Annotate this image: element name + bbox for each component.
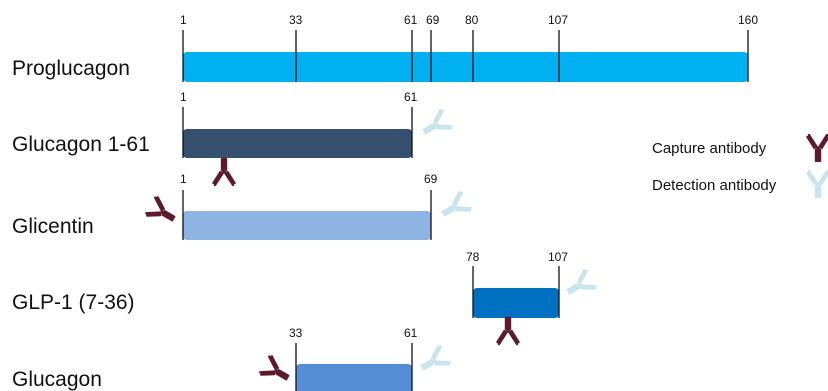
tick-label: 61 <box>404 90 418 104</box>
capture-antibody-icon <box>212 157 236 187</box>
tick-label: 1 <box>180 172 187 186</box>
tick-label: 1 <box>180 13 187 27</box>
tick-label: 33 <box>289 326 303 340</box>
row-label-glucagon: Glucagon <box>12 368 102 391</box>
tick-label: 61 <box>404 13 418 27</box>
tick-label: 61 <box>404 326 418 340</box>
tick-label: 69 <box>426 13 440 27</box>
tick-label: 78 <box>466 250 480 264</box>
detection-antibody-icon <box>437 190 473 224</box>
detection-antibody-icon <box>416 344 452 378</box>
detection-antibody-icon <box>562 268 598 302</box>
bar-glucagon-1-61 <box>183 129 412 158</box>
tick-label: 107 <box>548 13 568 27</box>
bar-proglucagon <box>183 52 748 82</box>
legend-capture-label: Capture antibody <box>652 140 767 157</box>
bar-glp1 <box>473 288 559 318</box>
tick-label: 1 <box>180 90 187 104</box>
row-label-glicentin: Glicentin <box>12 215 94 238</box>
tick-label: 107 <box>548 250 568 264</box>
row-label-glp1: GLP-1 (7-36) <box>12 291 135 314</box>
tick-label: 80 <box>465 13 479 27</box>
legend-capture-antibody-icon <box>806 133 828 163</box>
row-label-glucagon-1-61: Glucagon 1-61 <box>12 133 150 156</box>
bar-glicentin <box>183 211 431 240</box>
detection-antibody-icon <box>418 108 454 142</box>
capture-antibody-icon <box>496 316 520 346</box>
tick-label: 160 <box>738 13 758 27</box>
capture-antibody-icon <box>258 354 294 388</box>
tick-label: 69 <box>424 172 438 186</box>
tick-label: 33 <box>289 13 303 27</box>
capture-antibody-icon <box>144 195 180 229</box>
bar-glucagon <box>296 364 412 391</box>
row-label-proglucagon: Proglucagon <box>12 57 130 80</box>
legend-detection-label: Detection antibody <box>652 177 777 194</box>
legend-detection-antibody-icon <box>806 169 828 199</box>
